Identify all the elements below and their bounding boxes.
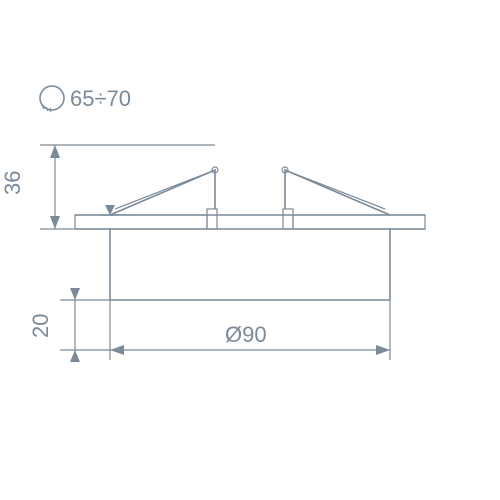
- spring-clips: [110, 167, 390, 215]
- dim-36: 36: [0, 145, 215, 229]
- cutout-range: 65÷70: [40, 86, 131, 112]
- dim-20: 20: [28, 288, 110, 362]
- holesaw-icon: [40, 86, 64, 110]
- cutout-range-label: 65÷70: [70, 86, 131, 111]
- dim-20-label: 20: [28, 314, 53, 338]
- dim-90-label: Ø90: [225, 322, 267, 347]
- technical-drawing: 65÷70 36: [0, 0, 500, 500]
- flange: [75, 209, 425, 229]
- dim-diameter-90: Ø90: [110, 300, 390, 360]
- dim-36-label: 36: [0, 171, 25, 195]
- lamp-body: [110, 229, 390, 300]
